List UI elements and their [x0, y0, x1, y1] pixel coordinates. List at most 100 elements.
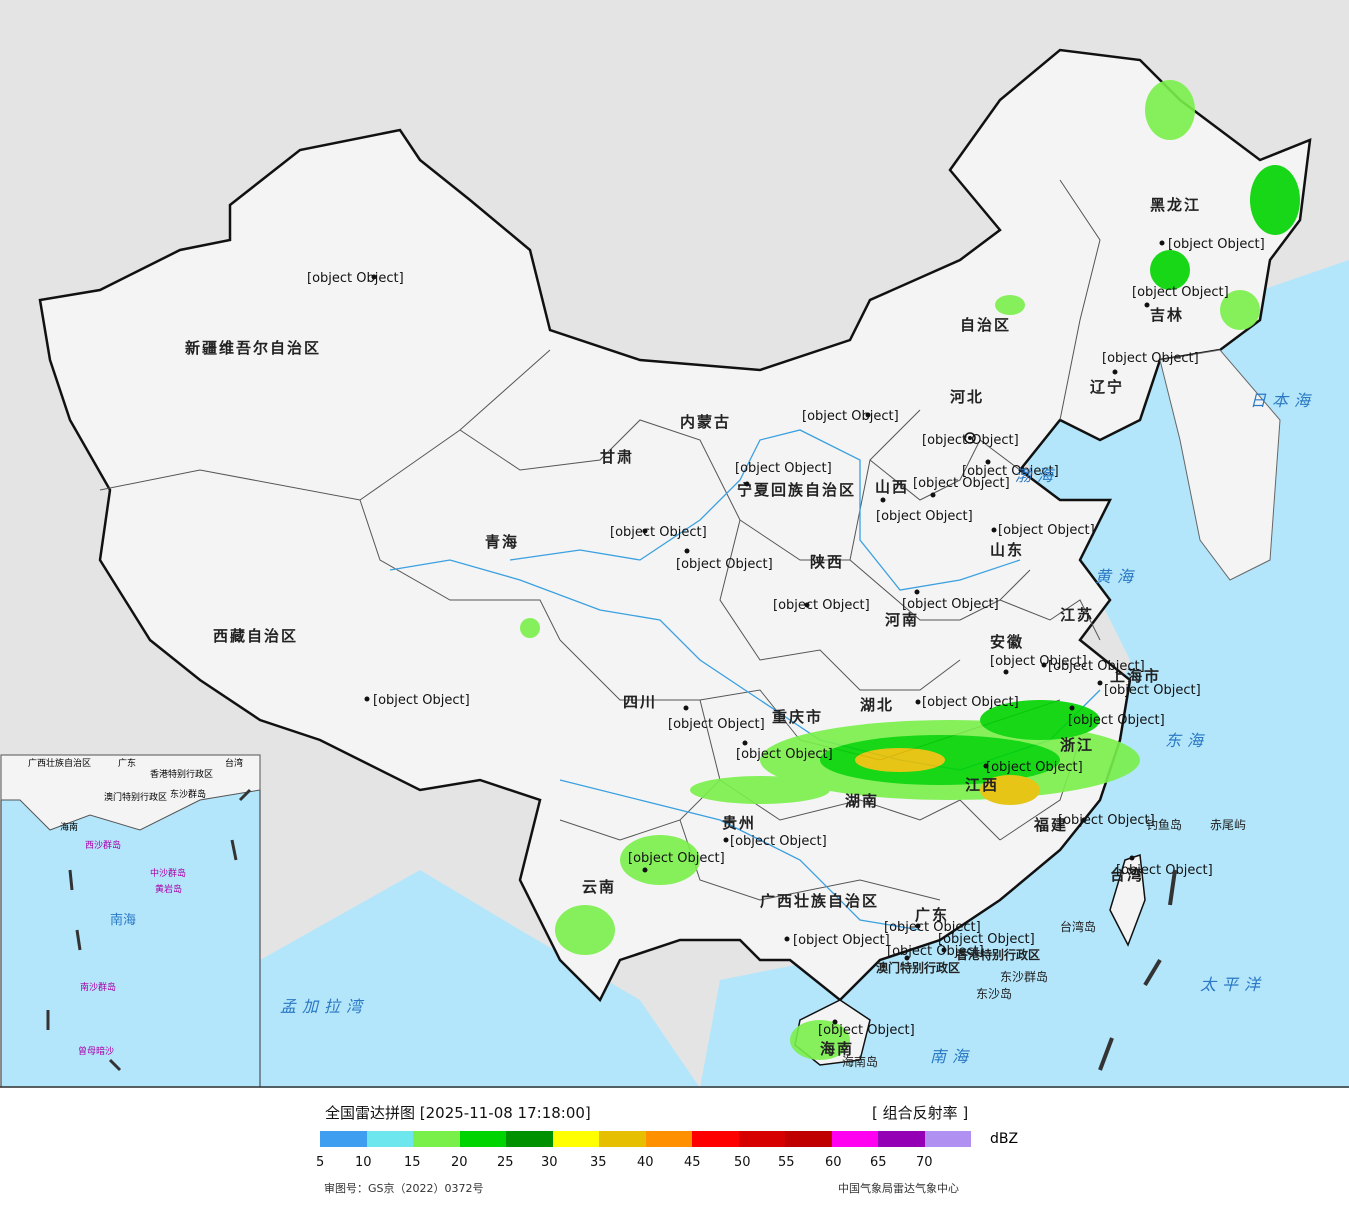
province-shanxi: 山西 — [875, 478, 909, 496]
tick-label: 10 — [355, 1155, 372, 1170]
province-shandong: 山东 — [990, 541, 1024, 559]
svg-text:[object Object]: [object Object] — [986, 760, 1083, 775]
svg-text:[object Object]: [object Object] — [876, 509, 973, 524]
label-hksar: 香港特别行政区 — [955, 947, 1040, 962]
svg-text:[object Object]: [object Object] — [610, 525, 707, 540]
city-nanning: [object Object] — [784, 933, 890, 948]
city-hefei: [object Object] — [990, 654, 1087, 675]
legend-panel: 全国雷达拼图 [2025-11-08 17:18:00] [ 组合反射率 ] d… — [0, 1088, 1349, 1208]
city-fuzhou: [object Object] — [1058, 813, 1155, 828]
svg-text:[object Object]: [object Object] — [1048, 659, 1145, 674]
city-yinchuan: [object Object] — [735, 461, 832, 487]
city-taipei: [object Object] — [1116, 855, 1213, 878]
color-swatch-1 — [366, 1131, 413, 1147]
echo-tibet — [520, 618, 540, 638]
tick-label: 35 — [590, 1155, 607, 1170]
taiwan-island — [1109, 853, 1146, 947]
inset-guangxi: 广西壮族自治区 — [28, 757, 91, 769]
city-hohhot: [object Object] — [802, 409, 899, 424]
svg-text:[object Object]: [object Object] — [1102, 351, 1199, 366]
province-autonomous-region: 自治区 — [960, 316, 1011, 334]
tick-label: 45 — [684, 1155, 701, 1170]
radar-map: 新疆维吾尔自治区 西藏自治区 青海 甘肃 内蒙古 自治区 黑龙江 吉林 辽宁 河… — [0, 0, 1349, 1088]
svg-text:[object Object]: [object Object] — [1104, 683, 1201, 698]
province-jiangxi: 江西 — [965, 776, 999, 794]
province-shanghai: 上海市 — [1110, 667, 1161, 685]
svg-text:[object Object]: [object Object] — [913, 476, 1010, 491]
echo-heavy-1 — [855, 748, 945, 772]
svg-text:[object Object]: [object Object] — [990, 654, 1087, 669]
province-guizhou: 贵州 — [722, 814, 756, 832]
svg-text:[object Object]: [object Object] — [962, 464, 1059, 479]
svg-text:[object Object]: [object Object] — [1068, 713, 1165, 728]
svg-text:[object Object]: [object Object] — [373, 693, 470, 708]
city-taiyuan: [object Object] — [876, 497, 973, 524]
tick-label: 25 — [497, 1155, 514, 1170]
inset-south-sea: 南海 — [110, 912, 136, 928]
inset-zengmu: 曾母暗沙 — [78, 1045, 114, 1057]
province-jiangsu: 江苏 — [1060, 606, 1094, 624]
approval-number: 审图号：GS京（2022）0372号 — [324, 1182, 484, 1195]
province-heilongjiang: 黑龙江 — [1150, 196, 1201, 214]
city-lhasa: [object Object] — [364, 693, 470, 708]
svg-text:[object Object]: [object Object] — [668, 717, 765, 732]
tick-label: 50 — [734, 1155, 751, 1170]
city-lanzhou: [object Object] — [676, 548, 773, 572]
svg-text:[object Object]: [object Object] — [802, 409, 899, 424]
color-swatch-8 — [692, 1131, 739, 1147]
svg-text:[object Object]: [object Object] — [736, 747, 833, 762]
city-nanchang: [object Object] — [983, 760, 1083, 775]
svg-text:[object Object]: [object Object] — [1168, 237, 1265, 252]
province-hainan: 海南 — [820, 1040, 854, 1058]
svg-text:[object Object]: [object Object] — [887, 944, 984, 959]
inset-hainan: 海南 — [60, 821, 78, 833]
echo-heilongjiang-1 — [1145, 80, 1195, 140]
svg-text:[object Object]: [object Object] — [1116, 863, 1213, 878]
inset-dongsha: 东沙群岛 — [170, 788, 206, 800]
svg-text:[object Object]: [object Object] — [628, 851, 725, 866]
south-china-sea-inset: 广西壮族自治区 广东 台湾 香港特别行政区 澳门特别行政区 东沙群岛 海南 西沙… — [0, 754, 261, 1088]
inset-xisha: 西沙群岛 — [85, 839, 121, 851]
province-taiwan: 台湾 — [1110, 866, 1144, 884]
province-sichuan: 四川 — [623, 693, 657, 711]
svg-text:[object Object]: [object Object] — [902, 597, 999, 612]
color-swatch-12 — [878, 1131, 925, 1147]
city-zhengzhou: [object Object] — [902, 589, 999, 612]
ocean-bay-of-bengal — [260, 870, 700, 1088]
city-xian: [object Object] — [773, 598, 870, 613]
city-xining: [object Object] — [610, 525, 707, 540]
svg-text:[object Object]: [object Object] — [818, 1023, 915, 1038]
tick-label: 70 — [916, 1155, 933, 1170]
color-swatch-5 — [552, 1131, 599, 1147]
echo-jilin-2 — [1220, 290, 1260, 330]
city-shanghai: [object Object] — [1097, 680, 1201, 698]
echo-inner-mongolia — [995, 295, 1025, 315]
echo-heilongjiang-2 — [1250, 165, 1300, 235]
sea-bohai: 渤海 — [1015, 466, 1059, 485]
inset-macausar: 澳门特别行政区 — [104, 791, 167, 803]
svg-text:[object Object]: [object Object] — [730, 834, 827, 849]
tick-label: 30 — [541, 1155, 558, 1170]
inset-zhongsha: 中沙群岛 — [150, 867, 186, 879]
tick-label: 60 — [825, 1155, 842, 1170]
inset-hksar: 香港特别行政区 — [150, 768, 213, 780]
radar-echoes — [520, 80, 1300, 1060]
city-changchun: [object Object] — [1132, 285, 1229, 308]
color-swatch-4 — [506, 1131, 553, 1147]
tick-label: 65 — [870, 1155, 887, 1170]
inset-guangdong: 广东 — [118, 757, 136, 769]
sea-east-china: 东海 — [1165, 731, 1209, 750]
tick-label: 20 — [451, 1155, 468, 1170]
sea-japan: 日本海 — [1250, 391, 1316, 410]
label-macausar: 澳门特别行政区 — [876, 960, 960, 975]
city-chongqing: [object Object] — [736, 740, 833, 762]
svg-text:[object Object]: [object Object] — [773, 598, 870, 613]
province-qinghai: 青海 — [485, 533, 519, 551]
city-shijiazhuang: [object Object] — [913, 476, 1010, 498]
city-chengdu: [object Object] — [668, 705, 765, 732]
tick-label: 15 — [404, 1155, 421, 1170]
island-taiwan: 台湾岛 — [1060, 919, 1096, 934]
color-swatch-9 — [738, 1131, 785, 1147]
echo-yunnan-1 — [620, 835, 700, 885]
dash-line — [1098, 869, 1177, 1071]
